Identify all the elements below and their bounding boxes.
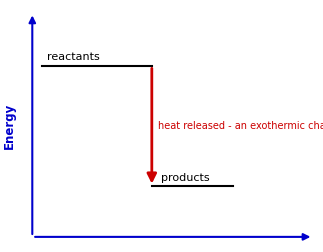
Text: reactants: reactants [47, 52, 99, 62]
Text: products: products [162, 173, 210, 183]
Text: Energy: Energy [3, 103, 16, 149]
Text: heat released - an exothermic change: heat released - an exothermic change [158, 121, 323, 131]
